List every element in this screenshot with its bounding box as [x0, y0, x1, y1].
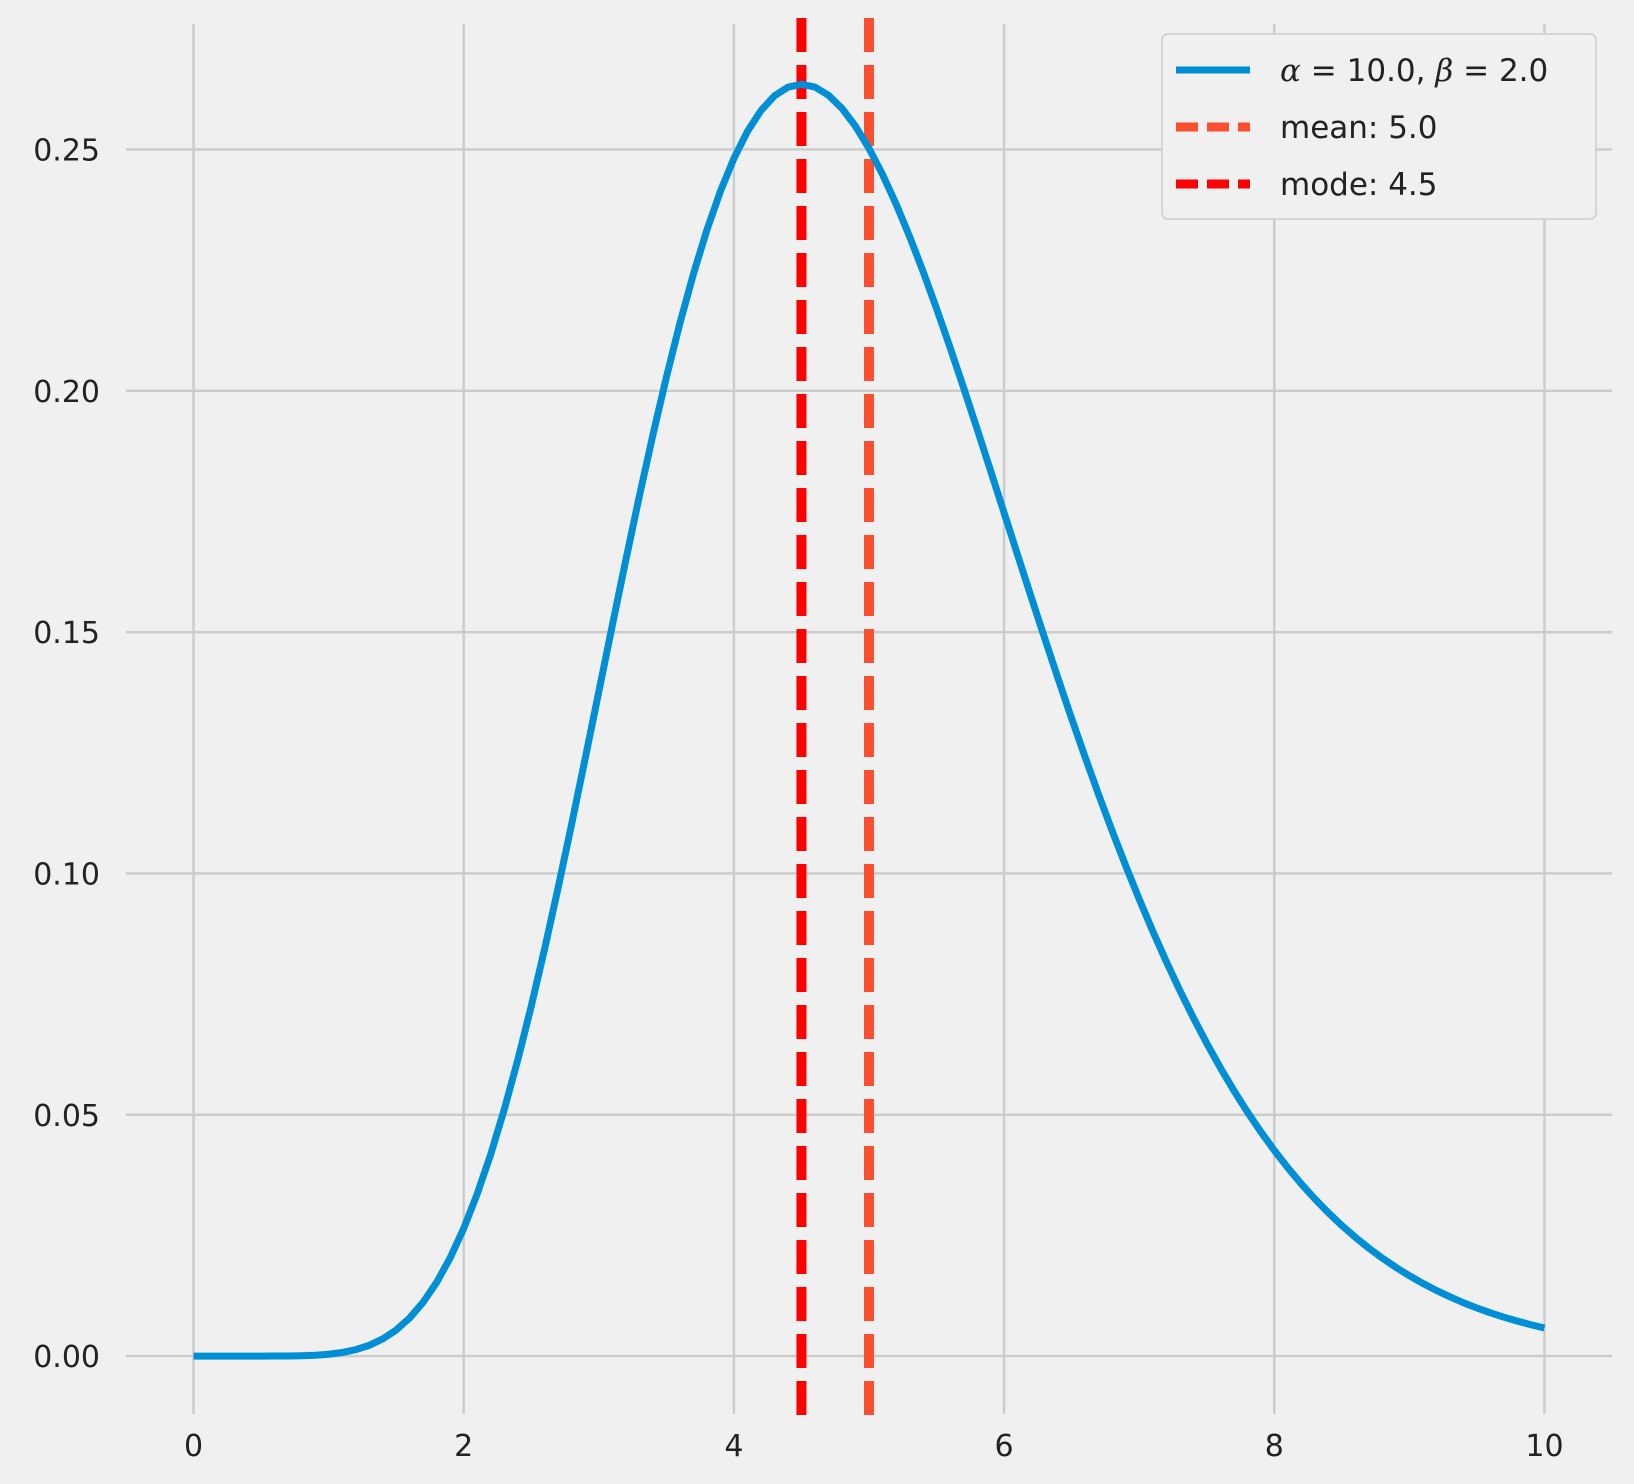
legend-label-series: α = 10.0, β = 2.0	[1280, 53, 1548, 89]
legend-label-mode: mode: 4.5	[1280, 167, 1438, 203]
y-tick-label: 0.20	[33, 375, 100, 410]
y-tick-label: 0.05	[33, 1099, 100, 1134]
x-tick-label: 8	[1265, 1429, 1284, 1464]
x-tick-label: 10	[1525, 1429, 1563, 1464]
series-line-0	[193, 80, 1546, 1360]
x-tick-label: 0	[184, 1429, 203, 1464]
legend-box	[1161, 33, 1597, 220]
legend-beta-value: = 2.0	[1453, 53, 1548, 89]
legend: α = 10.0, β = 2.0 mean: 5.0 mode: 4.5	[1161, 33, 1597, 220]
x-tick-label: 6	[995, 1429, 1014, 1464]
series-layer	[193, 80, 1546, 1360]
legend-alpha-symbol: α	[1280, 53, 1301, 89]
y-tick-label: 0.15	[33, 616, 100, 651]
y-tick-label: 0.10	[33, 857, 100, 892]
y-tick-label: 0.25	[33, 133, 100, 168]
legend-alpha-value: = 10.0,	[1301, 53, 1435, 89]
y-tick-label: 0.00	[33, 1340, 100, 1375]
y-tick-labels: 0.00 0.05 0.10 0.15 0.20 0.25	[33, 133, 100, 1375]
legend-label-mean: mean: 5.0	[1280, 110, 1438, 146]
x-tick-label: 4	[724, 1429, 743, 1464]
x-tick-label: 2	[454, 1429, 473, 1464]
x-tick-labels: 0 2 4 6 8 10	[184, 1429, 1564, 1464]
legend-beta-symbol: β	[1434, 53, 1453, 89]
